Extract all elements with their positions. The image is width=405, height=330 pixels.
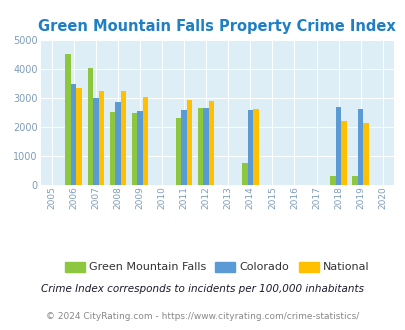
Bar (93, 98, 98, 185)
Bar (98, 91, 104, 185)
Text: © 2024 CityRating.com - https://www.cityrating.com/crime-statistics/: © 2024 CityRating.com - https://www.city… (46, 313, 359, 321)
Bar (341, 121, 346, 185)
Bar (357, 109, 362, 185)
Bar (71, 84, 76, 185)
Bar (181, 111, 186, 185)
Bar (65, 54, 71, 185)
Bar (252, 109, 258, 185)
Text: Crime Index corresponds to incidents per 100,000 inhabitants: Crime Index corresponds to incidents per… (41, 284, 364, 294)
Bar (115, 102, 120, 185)
Bar (131, 113, 137, 185)
Bar (241, 163, 247, 185)
Bar (109, 112, 115, 185)
Bar (209, 101, 214, 185)
Bar (137, 111, 142, 185)
Bar (197, 108, 203, 185)
Bar (247, 111, 252, 185)
Bar (142, 96, 148, 185)
Bar (203, 108, 209, 185)
Bar (352, 176, 357, 185)
Bar (120, 91, 126, 185)
Bar (335, 107, 341, 185)
Bar (87, 68, 93, 185)
Bar (362, 123, 368, 185)
Title: Green Mountain Falls Property Crime Index: Green Mountain Falls Property Crime Inde… (38, 19, 395, 34)
Bar (186, 100, 192, 185)
Bar (76, 87, 82, 185)
Legend: Green Mountain Falls, Colorado, National: Green Mountain Falls, Colorado, National (60, 257, 373, 277)
Bar (330, 176, 335, 185)
Bar (175, 118, 181, 185)
